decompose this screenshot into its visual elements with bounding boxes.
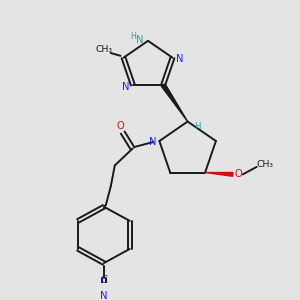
Polygon shape <box>205 172 233 176</box>
Text: O: O <box>117 121 124 131</box>
Text: CH₃: CH₃ <box>95 45 112 54</box>
Text: C: C <box>100 275 107 285</box>
Text: CH₃: CH₃ <box>256 160 273 169</box>
Text: N: N <box>100 291 108 300</box>
Text: N: N <box>149 137 156 147</box>
Text: H: H <box>194 122 201 131</box>
Text: N: N <box>176 54 183 64</box>
Text: O: O <box>235 169 243 179</box>
Polygon shape <box>161 84 188 122</box>
Text: N: N <box>136 35 144 45</box>
Text: N: N <box>122 82 130 92</box>
Text: H: H <box>130 32 136 40</box>
